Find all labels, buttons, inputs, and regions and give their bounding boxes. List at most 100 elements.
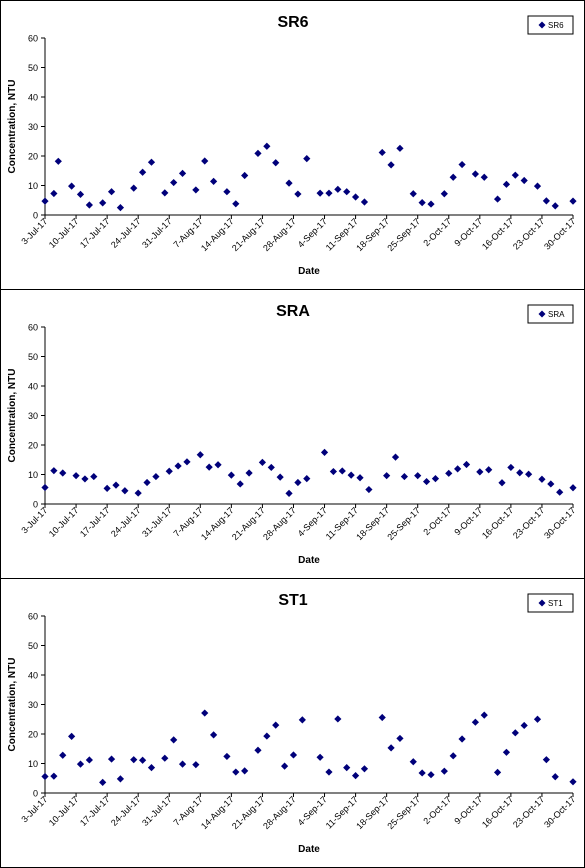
data-point: [178, 760, 187, 768]
x-tick-label: 31-Jul-17: [140, 505, 174, 539]
x-tick-label: 2-Oct-17: [421, 794, 453, 826]
x-tick-label: 25-Sep-17: [385, 505, 422, 542]
x-tick-label: 25-Sep-17: [385, 216, 422, 253]
data-point: [107, 188, 116, 196]
x-tick-label: 2-Oct-17: [421, 216, 453, 248]
data-point: [383, 472, 391, 480]
legend-box: [527, 15, 574, 35]
data-point: [227, 471, 235, 479]
data-point: [59, 469, 67, 477]
data-point: [325, 189, 333, 197]
data-point: [72, 472, 80, 480]
legend-marker: [538, 310, 546, 318]
data-point: [192, 186, 200, 194]
data-point: [245, 469, 253, 477]
data-point: [236, 480, 244, 488]
data-point: [178, 169, 187, 178]
data-point: [569, 778, 577, 786]
legend-label: SR6: [548, 21, 564, 30]
data-point: [170, 736, 178, 744]
y-tick-label: 0: [33, 789, 38, 799]
data-point: [81, 475, 89, 483]
data-point: [50, 189, 58, 198]
data-point: [263, 732, 271, 740]
y-tick-label: 60: [28, 34, 38, 44]
chart-svg-st1: ST1 0 10 20 30 40 50 60 3-Jul-1710-Jul-1717-Jul-…: [7, 592, 577, 855]
data-point: [134, 489, 142, 497]
y-tick-label: 60: [28, 612, 38, 622]
data-point: [445, 469, 453, 477]
x-tick-label: 16-Oct-17: [480, 794, 515, 829]
data-point: [68, 182, 76, 190]
chart-title: SR6: [277, 14, 308, 31]
data-point: [520, 721, 528, 730]
y-tick-label: 0: [33, 211, 38, 221]
x-tick-label: 31-Jul-17: [140, 216, 174, 250]
data-point: [502, 180, 511, 188]
data-point: [422, 477, 431, 486]
chart-svg-sr6: SR6 0 10 20 30 40 50 60 3-Jul-1710-Jul-1717-Jul-…: [7, 14, 577, 277]
y-tick-label: 30: [28, 411, 38, 421]
data-point: [556, 488, 564, 496]
data-point: [99, 778, 107, 786]
x-tick-label: 30-Oct-17: [542, 216, 577, 251]
data-point: [107, 755, 116, 763]
data-point: [41, 772, 49, 781]
data-point: [50, 467, 58, 475]
chart-title: ST1: [278, 592, 307, 609]
data-point: [511, 171, 519, 179]
data-point: [400, 472, 408, 481]
chart-panel-sr6: SR6 0 10 20 30 40 50 60 3-Jul-17 10-Jul-17 17-Jul-…: [0, 0, 585, 290]
y-tick-label: 50: [28, 63, 38, 73]
data-point: [214, 461, 222, 469]
data-point: [116, 775, 125, 783]
data-point: [272, 721, 280, 729]
data-point: [294, 478, 302, 487]
data-point: [276, 473, 284, 481]
data-point: [223, 188, 231, 196]
data-point: [147, 158, 156, 166]
data-point: [103, 484, 111, 492]
y-tick-label: 0: [33, 500, 38, 510]
chart-panel-st1: ST1 0 10 20 30 40 50 60 3-Jul-17 10-Jul-17 17-Jul-…: [0, 578, 585, 868]
data-point: [192, 761, 200, 769]
data-point: [462, 460, 471, 469]
data-point: [351, 771, 360, 780]
data-point: [533, 715, 542, 723]
data-point: [147, 764, 156, 772]
data-point: [196, 451, 204, 459]
data-point: [68, 732, 76, 740]
data-point: [516, 469, 524, 477]
data-point: [294, 190, 302, 198]
data-point: [41, 483, 49, 492]
y-tick-label: 10: [28, 181, 38, 191]
data-point: [387, 744, 395, 752]
data-point: [285, 489, 293, 497]
x-tick-label: 16-Oct-17: [480, 216, 515, 251]
data-point: [99, 199, 107, 207]
data-point: [347, 471, 355, 479]
y-axis-label: Concentration, NTU: [7, 658, 18, 752]
legend-box: [527, 593, 574, 613]
data-point: [267, 463, 275, 472]
data-point: [360, 765, 369, 773]
legend-marker: [538, 599, 546, 607]
data-point: [440, 767, 448, 775]
x-tick-label: 24-Jul-17: [109, 794, 143, 828]
data-point: [90, 472, 98, 481]
x-tick-label: 16-Oct-17: [480, 505, 515, 540]
data-point: [356, 474, 364, 482]
x-tick-label: 9-Oct-17: [452, 505, 484, 537]
data-point: [538, 475, 546, 483]
data-point: [502, 748, 511, 756]
data-point: [343, 188, 351, 196]
data-point: [161, 189, 169, 197]
x-tick-label: 17-Jul-17: [78, 216, 112, 250]
y-tick-label: 40: [28, 93, 38, 103]
y-tick-label: 40: [28, 382, 38, 392]
data-point: [232, 768, 240, 776]
data-point: [338, 467, 346, 475]
data-point: [547, 480, 555, 488]
data-point: [205, 463, 213, 471]
data-point: [174, 462, 182, 470]
